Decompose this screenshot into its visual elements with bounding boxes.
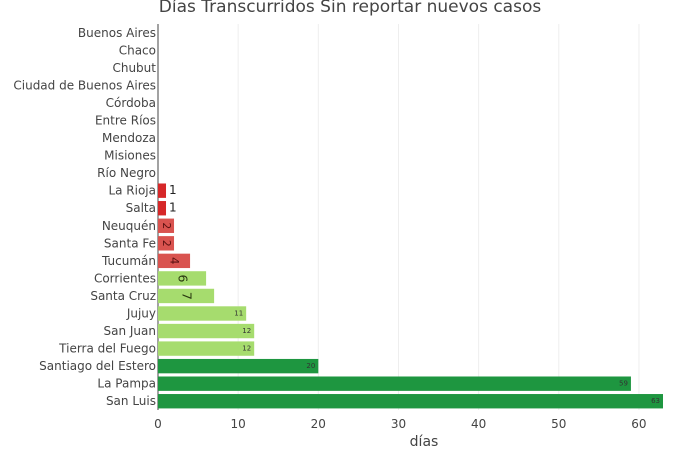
category-label: Santa Fe [104, 236, 156, 250]
category-label: San Juan [104, 324, 157, 338]
category-label: Ciudad de Buenos Aires [13, 78, 156, 92]
bar [158, 394, 663, 409]
bar-value-label: 6 [176, 274, 191, 282]
category-label: Salta [126, 201, 156, 215]
x-tick-label: 10 [231, 417, 246, 431]
bar [158, 236, 175, 251]
category-label: Misiones [104, 149, 156, 163]
category-label: Río Negro [97, 166, 156, 180]
bar-value-label: 12 [242, 345, 251, 353]
bar-value-label: 11 [234, 310, 243, 318]
bar [158, 306, 247, 321]
x-tick-label: 60 [631, 417, 646, 431]
category-label: San Luis [106, 394, 156, 408]
x-tick-label: 0 [154, 417, 162, 431]
bar-value-label: 59 [619, 380, 628, 388]
x-tick-label: 20 [311, 417, 326, 431]
category-label: Jujuy [126, 307, 156, 321]
bar [158, 288, 215, 304]
bar [158, 183, 167, 198]
bar-value-label: 1 [169, 201, 177, 215]
category-label: Santiago del Estero [39, 359, 156, 373]
bar [158, 201, 167, 216]
bar [158, 341, 255, 356]
x-tick-label: 30 [391, 417, 406, 431]
bar [158, 376, 631, 391]
bar [158, 271, 207, 286]
bar-value-label: 2 [160, 240, 173, 247]
bar [158, 253, 191, 269]
category-label: Chubut [112, 61, 156, 75]
bar-value-label: 1 [169, 183, 177, 197]
bar [158, 358, 319, 374]
x-tick-label: 40 [471, 417, 486, 431]
bar-value-label: 2 [160, 222, 173, 229]
bar-value-label: 63 [651, 397, 660, 405]
category-label: Corrientes [94, 271, 156, 285]
x-tick-label: 50 [551, 417, 566, 431]
category-label: Chaco [119, 43, 156, 57]
bar-value-label: 20 [306, 362, 315, 370]
bar-value-label: 7 [179, 292, 194, 300]
category-label: Neuquén [102, 219, 156, 233]
bar [158, 323, 255, 339]
bar-value-label: 12 [242, 327, 251, 335]
category-label: Mendoza [102, 131, 156, 145]
bar [158, 218, 175, 233]
category-label: La Pampa [97, 377, 156, 391]
category-label: Tucumán [101, 254, 156, 268]
category-label: Tierra del Fuego [58, 342, 156, 356]
category-label: Buenos Aires [78, 26, 156, 40]
category-label: Entre Ríos [95, 114, 156, 128]
category-label: Santa Cruz [90, 289, 156, 303]
x-tick-labels: 0 10 20 30 40 50 60 [154, 417, 646, 431]
category-label: Córdoba [106, 96, 156, 110]
category-label: La Rioja [108, 184, 156, 198]
x-axis-title: días [410, 434, 439, 450]
bar-value-label: 4 [168, 257, 182, 264]
category-labels: Buenos Aires Chaco Chubut Ciudad de Buenos … [13, 26, 156, 408]
chart-title: Días Transcurridos Sin reportar nuevos c… [158, 0, 542, 17]
